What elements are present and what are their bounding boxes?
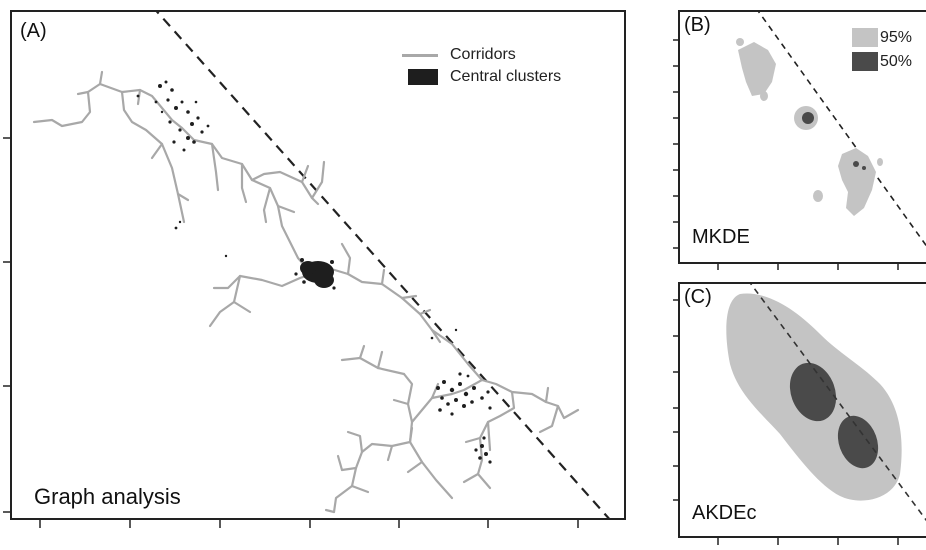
contour-95 (736, 38, 883, 216)
legend-item-95: 95% (852, 28, 912, 47)
corridor-legend-swatch (402, 53, 438, 57)
contour-50 (802, 112, 866, 170)
akdec-contours (726, 284, 926, 522)
panel-c-label: (C) (684, 286, 712, 308)
dashed-boundary-line (155, 12, 610, 518)
legend-label-95: 95% (880, 28, 913, 46)
central-clusters (136, 80, 492, 464)
legend-item-central-clusters: Central clusters (408, 68, 561, 86)
dashed-boundary-line-c (749, 284, 926, 522)
cluster-legend-swatch (408, 69, 438, 85)
panel-b-title: MKDE (692, 226, 750, 248)
panel-a-label: (A) (20, 20, 47, 42)
cluster-center (224, 254, 336, 290)
swatch-50 (852, 52, 878, 71)
cluster-top-left (136, 80, 210, 230)
panel-c-title: AKDEc (692, 502, 757, 524)
legend-item-50: 50% (852, 52, 912, 71)
swatch-95 (852, 28, 878, 47)
legend-label-corridors: Corridors (450, 46, 516, 63)
panel-c-akdec: (C) AKDEc (678, 282, 926, 538)
panel-a-graph-analysis: (A) Graph analysis Corridors Central clu… (10, 10, 626, 520)
dashed-boundary-line-b (757, 12, 926, 247)
akdec-contour-50-lower (837, 415, 879, 469)
panel-b-label: (B) (684, 14, 711, 36)
mkde-contours (736, 12, 926, 247)
cluster-lower-right (430, 328, 492, 464)
corridor-network (32, 12, 610, 518)
legend-label-central-clusters: Central clusters (450, 68, 562, 85)
legend-label-50: 50% (880, 52, 913, 70)
legend-item-corridors: Corridors (402, 46, 516, 64)
corridors (32, 70, 580, 514)
akdec-contour-50-upper (789, 362, 837, 422)
panel-a-title: Graph analysis (34, 484, 181, 509)
panel-b-mkde: (B) MKDE 95% 50% (678, 10, 926, 264)
